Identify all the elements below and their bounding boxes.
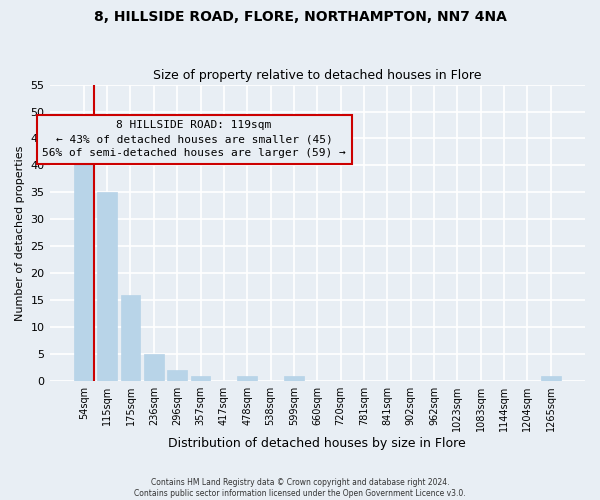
- Text: 8, HILLSIDE ROAD, FLORE, NORTHAMPTON, NN7 4NA: 8, HILLSIDE ROAD, FLORE, NORTHAMPTON, NN…: [94, 10, 506, 24]
- Text: 8 HILLSIDE ROAD: 119sqm
← 43% of detached houses are smaller (45)
56% of semi-de: 8 HILLSIDE ROAD: 119sqm ← 43% of detache…: [42, 120, 346, 158]
- Title: Size of property relative to detached houses in Flore: Size of property relative to detached ho…: [153, 69, 482, 82]
- Bar: [167, 370, 187, 381]
- Bar: [97, 192, 117, 381]
- Bar: [541, 376, 560, 381]
- Y-axis label: Number of detached properties: Number of detached properties: [15, 145, 25, 320]
- Bar: [74, 150, 94, 381]
- Bar: [284, 376, 304, 381]
- Bar: [144, 354, 164, 381]
- Bar: [238, 376, 257, 381]
- Text: Contains HM Land Registry data © Crown copyright and database right 2024.
Contai: Contains HM Land Registry data © Crown c…: [134, 478, 466, 498]
- Bar: [191, 376, 211, 381]
- X-axis label: Distribution of detached houses by size in Flore: Distribution of detached houses by size …: [169, 437, 466, 450]
- Bar: [121, 295, 140, 381]
